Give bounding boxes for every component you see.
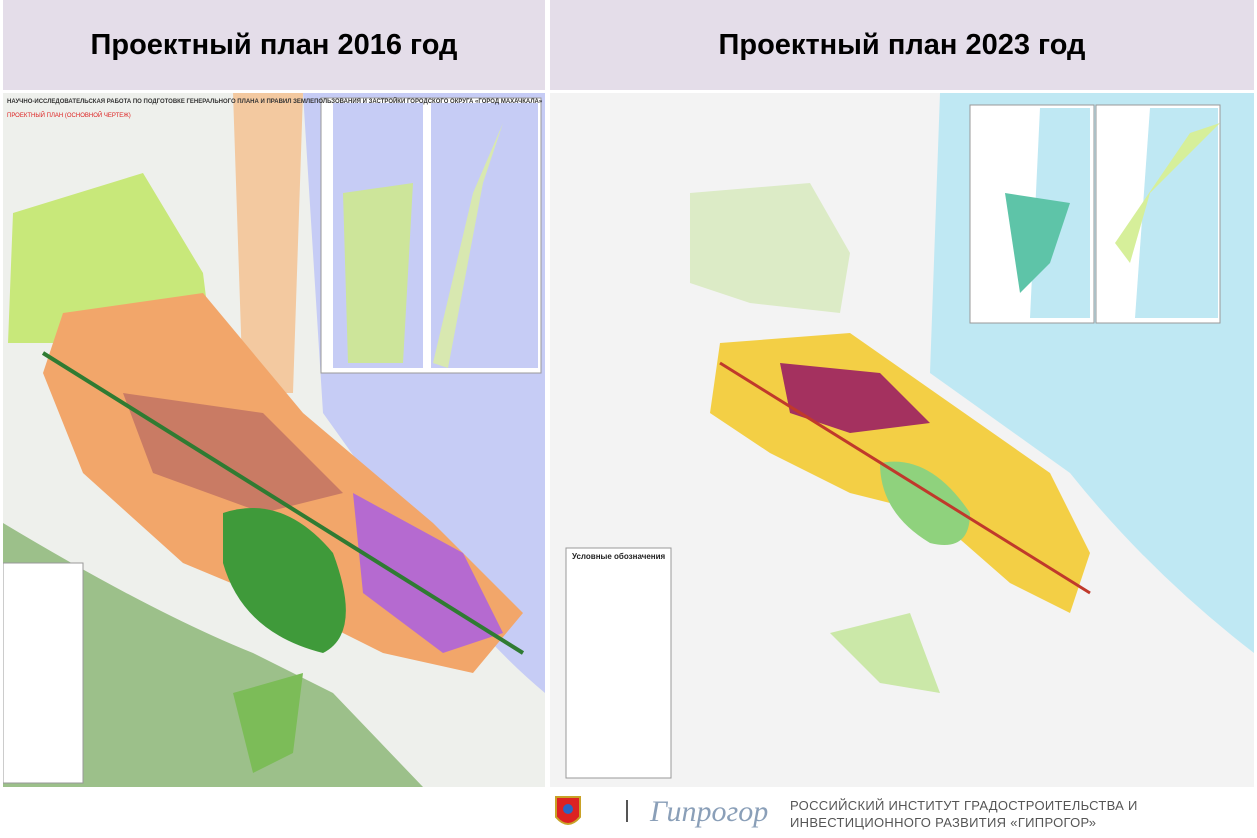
organization: РОССИЙСКИЙ ИНСТИТУТ ГРАДОСТРОИТЕЛЬСТВА И… <box>790 797 1138 831</box>
divider <box>626 800 628 822</box>
header-left: Проектный план 2016 год <box>3 0 545 90</box>
map-title: НАУЧНО-ИССЛЕДОВАТЕЛЬСКАЯ РАБОТА ПО ПОДГО… <box>7 97 543 105</box>
header-right: Проектный план 2023 год <box>550 0 1254 90</box>
logo-text: Гипрогор <box>650 795 769 828</box>
legend-title: Условные обозначения <box>572 552 666 561</box>
map-subtitle: ПРОЕКТНЫЙ ПЛАН (ОСНОВНОЙ ЧЕРТЕЖ) <box>7 111 131 119</box>
map-2023: Условные обозначения <box>550 93 1254 787</box>
coat-of-arms <box>555 796 581 825</box>
map-2016: НАУЧНО-ИССЛЕДОВАТЕЛЬСКАЯ РАБОТА ПО ПОДГО… <box>3 93 545 787</box>
organization-line: РОССИЙСКИЙ ИНСТИТУТ ГРАДОСТРОИТЕЛЬСТВА И <box>790 798 1138 813</box>
organization-line: ИНВЕСТИЦИОННОГО РАЗВИТИЯ «ГИПРОГОР» <box>790 815 1097 830</box>
